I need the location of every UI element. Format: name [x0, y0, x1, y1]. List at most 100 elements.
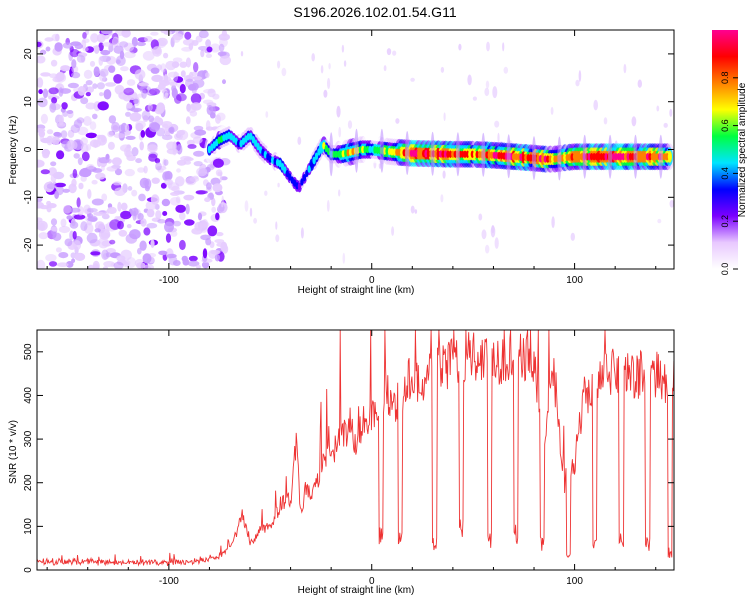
ridge-mark — [305, 169, 309, 178]
noise-blob — [48, 87, 59, 95]
noise-blob — [275, 221, 278, 230]
noise-blob — [90, 33, 99, 43]
noise-blob — [184, 31, 192, 40]
noise-blob — [173, 71, 179, 82]
noise-blob — [147, 103, 153, 111]
ridge-mark — [460, 150, 465, 158]
noise-blob — [86, 232, 98, 244]
noise-blob — [37, 128, 46, 133]
noise-blob — [169, 197, 181, 206]
noise-blob — [69, 207, 81, 213]
noise-blob — [135, 122, 144, 132]
noise-blob — [281, 67, 287, 77]
colorbar-tick-label: 0.6 — [720, 119, 730, 132]
noise-blob — [391, 226, 395, 236]
noise-blob — [114, 187, 126, 196]
ridge-mark — [443, 150, 448, 158]
noise-blob — [320, 65, 324, 74]
noise-blob — [222, 244, 229, 254]
ridge-mark — [602, 153, 606, 161]
noise-blob — [83, 69, 93, 79]
noise-blob — [323, 89, 328, 98]
noise-blob — [249, 207, 253, 217]
noise-blob — [71, 59, 77, 69]
noise-blob — [336, 105, 341, 118]
noise-blob — [133, 98, 139, 105]
ridge-mark — [363, 145, 367, 154]
noise-blob — [187, 144, 197, 149]
ridge-mark — [249, 132, 253, 140]
noise-blob — [123, 51, 136, 59]
noise-blob — [66, 215, 73, 220]
noise-blob — [71, 71, 81, 79]
snr-y-ticks: 0 100 200 300 400 500 — [23, 343, 674, 573]
ridge-streak — [481, 132, 486, 177]
noise-blob — [92, 113, 98, 120]
noise-blob — [193, 125, 204, 131]
ridge-mark — [614, 153, 618, 161]
noise-blob — [139, 141, 144, 151]
noise-blob — [205, 53, 212, 58]
ridge-mark — [563, 154, 567, 162]
noise-blob — [140, 218, 147, 227]
noise-blob — [141, 110, 151, 121]
y-tick-label: 200 — [23, 474, 34, 491]
noise-blob — [211, 206, 217, 213]
ridge-mark — [317, 148, 321, 156]
noise-blob — [95, 172, 106, 180]
noise-blob — [154, 107, 164, 115]
ridge-mark — [292, 179, 297, 187]
ridge-mark — [419, 149, 423, 158]
noise-blob — [94, 228, 101, 233]
noise-blob — [185, 116, 191, 125]
noise-blob — [206, 182, 212, 190]
noise-blob — [82, 38, 90, 43]
noise-blob — [215, 232, 224, 237]
noise-blob — [165, 233, 172, 243]
noise-blob — [123, 87, 135, 96]
ridge-mark — [387, 147, 392, 156]
noise-blob — [174, 133, 183, 141]
noise-blob — [46, 183, 57, 190]
noise-blob — [160, 30, 168, 34]
noise-blob — [300, 227, 304, 239]
ridge-mark — [402, 149, 406, 157]
noise-blob — [200, 49, 205, 58]
noise-blob — [38, 232, 49, 240]
noise-blob — [551, 216, 555, 229]
noise-blob — [88, 264, 94, 269]
colorbar-tick-label: 0.2 — [720, 215, 730, 228]
noise-blob — [96, 82, 105, 90]
noise-blob — [105, 82, 116, 87]
noise-blob — [193, 62, 199, 73]
noise-blob — [137, 167, 146, 173]
noise-blob — [71, 258, 76, 264]
noise-blob — [99, 92, 104, 97]
noise-blob — [86, 86, 94, 93]
noise-blob — [79, 167, 92, 178]
x-tick-label: 0 — [369, 576, 375, 587]
noise-blob — [143, 227, 151, 236]
spectrogram-y-label: Frequency (Hz) — [8, 116, 19, 185]
ridge-streak — [658, 134, 663, 179]
ridge-mark — [497, 151, 501, 160]
noise-blob — [37, 97, 48, 108]
noise-blob — [90, 251, 101, 256]
ridge-mark — [473, 150, 477, 159]
noise-blob — [194, 129, 207, 136]
noise-blob — [131, 147, 139, 157]
ridge-mark — [451, 150, 455, 158]
ridge-mark — [307, 165, 311, 173]
ridge-streak — [405, 131, 410, 175]
noise-blob — [117, 201, 122, 212]
noise-blob — [103, 89, 112, 100]
noise-blob — [503, 66, 509, 74]
noise-blob — [77, 86, 86, 96]
noise-blob — [111, 36, 120, 48]
noise-blob — [77, 157, 83, 166]
noise-blob — [37, 41, 42, 47]
noise-blob — [182, 38, 195, 46]
noise-blob — [85, 80, 93, 86]
noise-blob — [327, 77, 331, 90]
noise-blob — [72, 230, 77, 240]
